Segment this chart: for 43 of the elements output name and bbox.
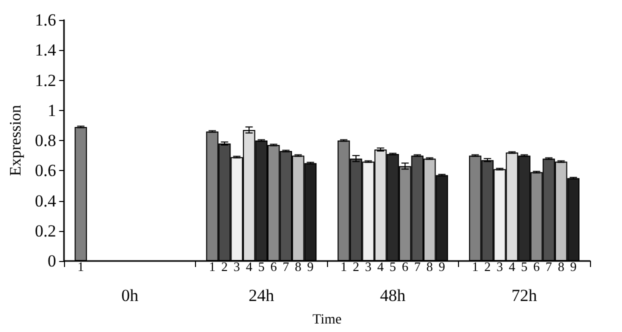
text: 5 [521, 259, 528, 274]
x-tick-label: 0h [121, 286, 139, 305]
text: 1 [472, 259, 478, 274]
text: 3 [365, 259, 372, 274]
text: 7 [414, 259, 421, 274]
text: 9 [570, 259, 577, 274]
text: 6 [402, 259, 408, 274]
y-tick-label: 0.4 [34, 191, 57, 210]
y-tick-label: 1.2 [34, 70, 56, 90]
text: 2 [484, 259, 491, 274]
y-tick-label: 1.4 [34, 40, 57, 60]
text: 1 [209, 259, 216, 274]
series-label: 9 [307, 259, 314, 274]
y-tick-label: 0.6 [34, 161, 56, 180]
y-tick-label: 1.6 [34, 10, 56, 30]
series-label: 8 [294, 259, 302, 274]
series-label: 1 [78, 259, 84, 274]
text: 7 [546, 259, 552, 274]
x-tick-label: 48h [380, 286, 406, 305]
text: 9 [438, 259, 446, 274]
text: 8 [558, 259, 564, 274]
series-label: 7 [282, 259, 290, 274]
y-tick-label: 1 [48, 100, 56, 120]
y-tick-label: 0.2 [34, 221, 56, 240]
series-label: 3 [234, 259, 240, 274]
series-label: 2 [221, 259, 228, 274]
text: 4 [508, 259, 516, 274]
series-label: 5 [258, 259, 265, 274]
y-tick-label: 0.8 [34, 131, 56, 150]
x-tick-label: 24h [248, 286, 275, 305]
series-label: 6 [270, 259, 278, 274]
series-label: 4 [246, 259, 253, 274]
text: 8 [426, 259, 433, 274]
text: 4 [377, 259, 384, 274]
x-tick-label: 72h [512, 286, 538, 305]
text: 1 [340, 259, 347, 274]
y-axis-title: Expression [8, 104, 24, 176]
text: 5 [390, 259, 396, 274]
y-tick-label: 0 [48, 252, 56, 270]
text: 2 [352, 259, 360, 274]
x-axis-title: Time [312, 312, 342, 328]
text: 3 [496, 259, 503, 274]
text: 6 [533, 259, 540, 274]
